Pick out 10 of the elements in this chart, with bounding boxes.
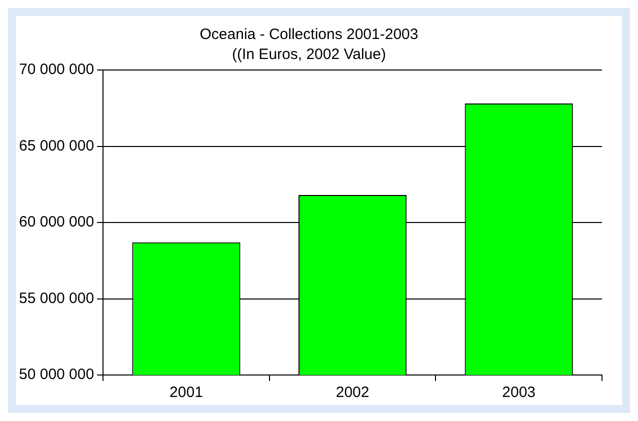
y-tick-label: 60 000 000	[18, 214, 94, 231]
y-tick-label: 50 000 000	[18, 366, 94, 384]
x-tick-label: 2002	[336, 384, 370, 402]
y-tick-label: 65 000 000	[18, 137, 94, 154]
chart-subtitle: ((In Euros, 2002 Value)	[232, 46, 386, 64]
y-tick-label: 70 000 000	[18, 61, 94, 78]
x-tick-label: 2003	[502, 384, 536, 402]
x-tick-label: 2001	[170, 384, 203, 402]
y-tick-label: 55 000 000	[18, 290, 94, 307]
chart-title: Oceania - Collections 2001-2003	[200, 26, 418, 44]
